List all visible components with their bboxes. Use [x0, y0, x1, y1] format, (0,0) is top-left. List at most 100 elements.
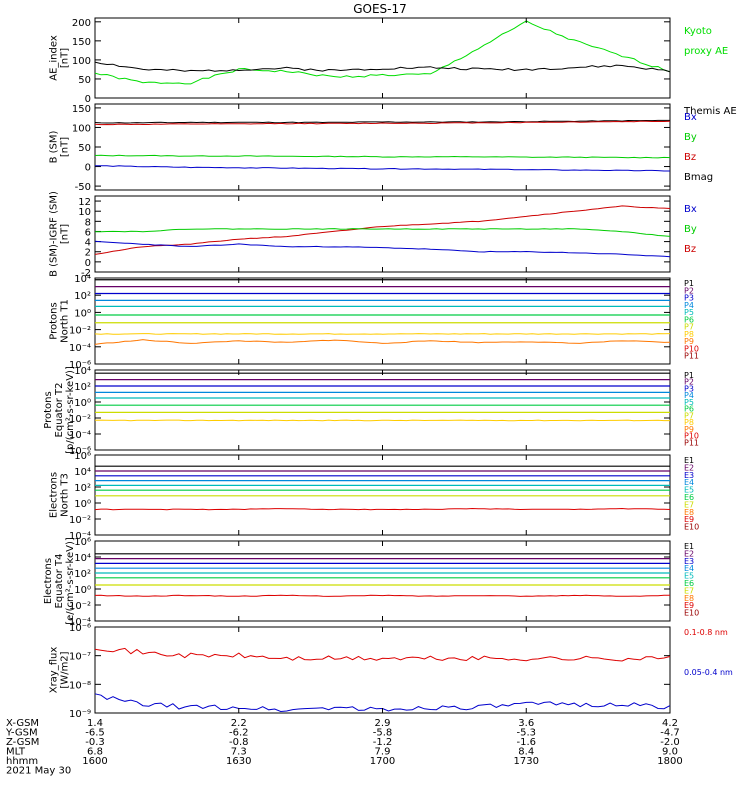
y-axis-label: [nT]: [60, 137, 71, 157]
x-tick-label: 2.2: [231, 718, 247, 729]
legend-entry: P2: [684, 378, 694, 387]
x-axis-row-label: Z-GSM: [6, 737, 39, 748]
x-axis-row-label: hhmm: [6, 756, 38, 767]
panel-ae: 0 50 100 150 200 AE_index [nT] Kyoto proxy AE The…: [49, 17, 737, 117]
x-axis-row-label: MLT: [6, 747, 26, 758]
y-tick-label: 2: [85, 248, 91, 259]
y-tick-label: 10⁻⁴: [69, 531, 91, 542]
legend-entry: proxy AE: [684, 46, 728, 57]
x-tick-label: -0.3: [85, 737, 105, 748]
y-tick-label: 10⁻²: [69, 326, 91, 337]
legend-entry: P1: [684, 279, 694, 288]
y-axis-label: Protons: [43, 391, 54, 428]
y-axis-label: Electrons: [49, 472, 60, 518]
y-axis-label: Equator T4: [54, 554, 65, 609]
x-tick-label: 8.4: [518, 747, 534, 758]
x-tick-label: -6.5: [85, 728, 105, 739]
x-tick-label: 7.9: [375, 747, 391, 758]
panel-frame: [94, 454, 671, 536]
y-tick-label: 100: [72, 123, 91, 134]
x-tick-label: 2.9: [375, 718, 391, 729]
legend-entry: Bx: [684, 112, 697, 123]
legend-entry: E1: [684, 542, 694, 551]
panel-frame: [94, 103, 671, 191]
y-tick-label: 10⁻⁶: [69, 623, 91, 634]
y-axis-label: [nT]: [60, 224, 71, 244]
legend-entry: P5: [684, 308, 694, 317]
y-tick-label: 50: [78, 143, 91, 154]
legend-entry: E8: [684, 508, 694, 517]
y-axis-label: [p/(cm²-s-sr-keV)]: [65, 366, 76, 454]
legend-entry: Bx: [684, 204, 697, 215]
legend-entry: P3: [684, 384, 694, 393]
x-tick-label: -4.7: [660, 728, 680, 739]
panel-ee: 10⁶ 10⁴ 10² 10⁰ 10⁻² 10⁻⁴ Electrons Equator T4[…: [43, 537, 699, 628]
panel-bsm: -50 0 50 100 150 B (SM) [nT] Bx By Bz Bmag: [49, 103, 713, 193]
y-tick-label: 100: [72, 56, 91, 67]
series-line: [94, 419, 670, 422]
y-tick-label: 200: [72, 18, 91, 29]
x-tick-label: 9.0: [662, 747, 678, 758]
series-line: [94, 61, 671, 73]
y-axis-label: B (SM): [49, 130, 60, 163]
x-tick-label: 3.6: [518, 718, 534, 729]
y-axis-label: Electrons: [43, 558, 54, 604]
legend-entry: By: [684, 224, 697, 235]
legend-entry: By: [684, 132, 697, 143]
panel-pe: 10⁴ 10² 10⁰ 10⁻² 10⁻⁴ 10⁻⁶ Protons Equator T2 [p…: [43, 366, 699, 457]
y-tick-label: 10²: [74, 483, 91, 494]
y-tick-label: -2: [81, 268, 91, 279]
x-tick-label: 1700: [370, 756, 395, 767]
x-tick-label: 1630: [226, 756, 251, 767]
panel-frame: [94, 540, 671, 622]
y-tick-label: 10²: [74, 291, 91, 302]
y-tick-label: 10⁻²: [69, 515, 91, 526]
y-axis-label: [W/m2]: [60, 651, 71, 688]
x-tick-label: -1.6: [516, 737, 536, 748]
legend-entry: P8: [684, 330, 694, 339]
series-line: [94, 647, 671, 662]
y-tick-label: 10⁻²: [69, 414, 91, 425]
x-axis-row-label: Y-GSM: [5, 728, 38, 739]
series-line: [94, 205, 671, 255]
legend-entry: E1: [684, 456, 694, 465]
legend-entry: P4: [684, 391, 694, 400]
legend-entry: P7: [684, 411, 694, 420]
x-tick-label: -5.3: [516, 728, 536, 739]
legend-entry: E2: [684, 463, 694, 472]
legend-entry: E2: [684, 549, 694, 558]
legend-entry: P1: [684, 371, 694, 380]
y-tick-label: 10⁻⁶: [69, 446, 91, 457]
y-tick-label: 10⁻⁴: [69, 617, 91, 628]
panel-pn: 10⁴ 10² 10⁰ 10⁻² 10⁻⁴ 10⁻⁶ Protons North T1 P1P2…: [49, 274, 700, 371]
panel-frame: [94, 195, 671, 273]
y-tick-label: 50: [78, 75, 91, 86]
legend-entry: P3: [684, 294, 694, 303]
x-tick-label: 6.8: [87, 747, 103, 758]
legend-entry: P9: [684, 337, 694, 346]
legend-entry: E5: [684, 486, 694, 495]
legend-entry: Kyoto: [684, 26, 712, 37]
legend-entry: P8: [684, 418, 694, 427]
legend-entry: 0.05-0.4 nm: [684, 668, 733, 677]
y-tick-label: 10²: [74, 569, 91, 580]
y-tick-label: 10⁴: [74, 366, 91, 377]
x-tick-label: 1800: [657, 756, 682, 767]
legend-entry: 0.1-0.8 nm: [684, 628, 728, 637]
legend-entry: E9: [684, 515, 694, 524]
y-tick-label: 10⁻⁸: [69, 680, 91, 691]
legend-entry: P10: [684, 344, 699, 353]
legend-entry: E10: [684, 523, 699, 532]
legend-entry: P4: [684, 301, 694, 310]
legend-entry: E8: [684, 594, 694, 603]
legend-entry: P7: [684, 323, 694, 332]
x-tick-label: 1.4: [87, 718, 103, 729]
legend-entry: Themis AE: [683, 106, 737, 117]
legend-entry: P5: [684, 398, 694, 407]
legend-entry: E9: [684, 601, 694, 610]
series-line: [95, 228, 671, 237]
x-tick-label: 1600: [82, 756, 107, 767]
legend-entry: P6: [684, 405, 694, 414]
